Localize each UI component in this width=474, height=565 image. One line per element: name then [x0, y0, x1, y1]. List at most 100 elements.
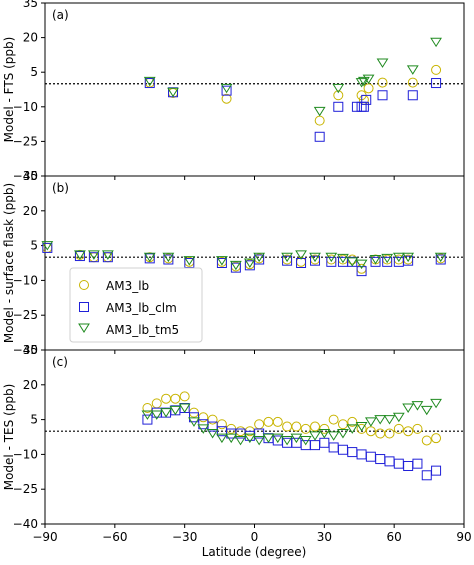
legend-marker-triangle [78, 323, 90, 333]
data-point-triangle [281, 435, 293, 446]
data-point-triangle [346, 424, 359, 434]
data-point-square [333, 101, 344, 112]
data-point-triangle [406, 65, 419, 75]
data-point-square [188, 412, 199, 423]
data-point-circle [337, 419, 348, 430]
data-point-circle [216, 419, 227, 430]
x-tick-label: 90 [456, 530, 471, 544]
data-point-circle [207, 414, 218, 425]
data-point-square [337, 444, 348, 455]
x-tick-label: 0 [251, 530, 259, 544]
data-point-square [314, 131, 325, 142]
data-point-triangle [337, 253, 349, 264]
y-ticks: −40 −25 −10 5 20 35 [13, 169, 45, 357]
data-point-triangle [281, 252, 293, 263]
data-point-square [403, 255, 414, 266]
data-point-square [384, 456, 395, 467]
data-point-triangle [188, 417, 200, 427]
data-point-circle [393, 423, 404, 434]
data-point-triangle [87, 250, 100, 260]
data-point-square [144, 253, 155, 264]
data-point-square [310, 440, 321, 451]
y-tick-label: 5 [30, 65, 38, 79]
data-point-circle [282, 421, 293, 432]
data-point-square [221, 85, 232, 96]
y-ticks: −40 −25 −10 5 20 35 [13, 0, 45, 183]
data-point-triangle [381, 253, 394, 264]
panel-label: (b) [52, 181, 69, 195]
data-point-square [42, 242, 53, 253]
data-point-circle [319, 423, 330, 434]
data-point-circle [407, 77, 418, 88]
data-point-square [102, 252, 113, 263]
data-point-triangle [392, 252, 405, 263]
data-point-circle [347, 254, 358, 265]
data-point-triangle [143, 252, 156, 263]
panel-label: (c) [52, 355, 68, 369]
y-tick-label: 5 [30, 239, 38, 253]
data-point-square [382, 256, 393, 267]
data-point-triangle [197, 424, 210, 434]
legend-marker-square [79, 302, 89, 312]
y-tick-label: −10 [13, 273, 38, 287]
y-tick-label: −40 [13, 343, 38, 357]
y-tick-label: −25 [13, 482, 38, 496]
data-point-triangle [402, 252, 415, 263]
data-point-triangle [234, 435, 247, 446]
data-point-square [393, 458, 404, 469]
data-point-triangle [253, 435, 266, 446]
y-tick-label: 5 [30, 413, 38, 427]
data-point-circle [328, 414, 339, 425]
data-point-triangle [290, 433, 303, 444]
data-point-triangle [243, 433, 256, 444]
y-tick-label: 35 [23, 0, 38, 10]
data-point-square [412, 458, 423, 469]
y-axis-label: Model - TES (ppb) [2, 384, 16, 491]
y-tick-label: 20 [23, 31, 38, 45]
data-point-circle [421, 435, 432, 446]
data-point-square [310, 255, 321, 266]
data-point-triangle [225, 433, 238, 444]
data-point-triangle [271, 433, 284, 444]
data-point-triangle [374, 415, 387, 425]
data-point-square [356, 266, 367, 277]
data-point-square [328, 442, 339, 453]
data-point-triangle [434, 252, 447, 263]
data-point-triangle [143, 76, 156, 87]
data-point-triangle [325, 252, 338, 263]
y-tick-label: −10 [13, 447, 38, 461]
data-point-square [347, 447, 358, 458]
data-point-circle [161, 393, 172, 404]
data-point-triangle [358, 76, 370, 87]
data-point-triangle [327, 431, 340, 441]
panel-b: (b) Model - surface flask (ppb) −40 −25 −1… [2, 169, 465, 357]
data-point-triangle [355, 422, 368, 432]
data-point-circle [300, 423, 311, 434]
panel-c: (c) Model - TES (ppb) −40 −25 −10 5 20 35 −90… [2, 343, 472, 544]
data-point-triangle [346, 257, 359, 267]
legend-item-am3-lb-tm5: AM3_lb_tm5 [78, 323, 179, 337]
data-point-circle [170, 393, 181, 404]
data-point-triangle [162, 252, 175, 263]
data-point-square [151, 407, 162, 418]
y-tick-label: −10 [13, 100, 38, 114]
data-point-triangle [318, 429, 331, 439]
x-ticks [44, 176, 465, 180]
data-point-square [421, 470, 432, 481]
data-point-square [375, 454, 386, 465]
data-point-square [282, 255, 293, 266]
data-point-square [361, 94, 372, 105]
data-point-triangle [299, 435, 312, 446]
data-point-circle [384, 428, 395, 439]
data-point-circle [291, 421, 302, 432]
y-tick-label: 20 [23, 204, 38, 218]
data-point-square [144, 78, 155, 89]
data-point-triangle [309, 431, 321, 441]
y-ticks: −40 −25 −10 5 20 35 [13, 343, 45, 531]
x-ticks [44, 350, 465, 354]
data-point-triangle [220, 83, 233, 94]
data-point-square [403, 461, 414, 471]
x-tick-label: −30 [172, 530, 197, 544]
data-point-square [142, 414, 153, 425]
